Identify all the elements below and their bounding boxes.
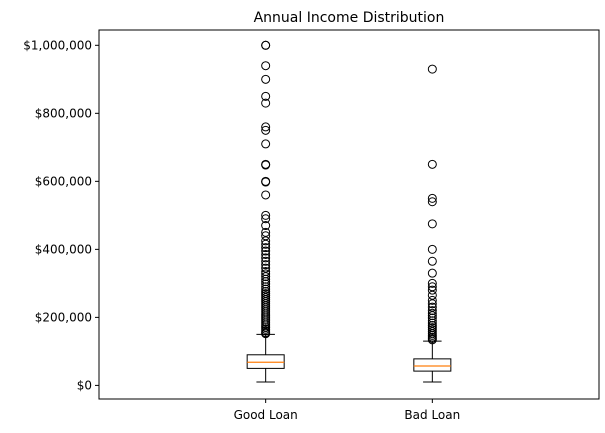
outlier-point	[427, 256, 437, 266]
y-tick-label: $400,000	[35, 242, 92, 256]
outlier-point	[427, 64, 437, 74]
axes-frame	[98, 29, 600, 400]
outlier-point	[427, 193, 437, 203]
outlier-point	[261, 253, 271, 263]
outlier-point	[261, 236, 271, 246]
outlier-point	[261, 61, 271, 71]
outlier-point	[427, 306, 437, 316]
outlier-point	[261, 272, 271, 282]
outlier-point	[427, 308, 437, 318]
outlier-point	[261, 214, 271, 224]
box-series-good-loan	[246, 40, 285, 383]
outlier-point	[261, 227, 271, 237]
outlier-point	[261, 246, 271, 256]
outlier-point	[261, 98, 271, 108]
outlier-point	[427, 313, 437, 323]
outlier-point	[261, 279, 271, 289]
outlier-point	[261, 243, 271, 253]
outlier-point	[427, 318, 437, 328]
iqr-box	[413, 358, 452, 372]
outlier-point	[427, 316, 437, 326]
outlier-point	[427, 219, 437, 229]
iqr-box	[246, 354, 285, 369]
outlier-point	[427, 282, 437, 292]
outlier-point	[261, 122, 271, 132]
outlier-point	[261, 256, 271, 266]
outlier-point	[261, 91, 271, 101]
outlier-point	[261, 177, 271, 187]
outlier-point	[261, 231, 271, 241]
x-tick-label: Bad Loan	[404, 408, 460, 422]
box-series-bad-loan	[413, 64, 452, 383]
outlier-point	[427, 295, 437, 305]
outlier-point	[427, 197, 437, 207]
outlier-point	[261, 263, 271, 273]
x-tick-label: Good Loan	[234, 408, 298, 422]
outlier-point	[427, 159, 437, 169]
outlier-point	[427, 299, 437, 309]
outlier-point	[427, 278, 437, 288]
outlier-point	[261, 329, 271, 339]
outlier-point	[261, 190, 271, 200]
outlier-point	[427, 311, 437, 321]
outlier-point	[261, 249, 271, 259]
y-axis: $0 $200,000 $400,000 $600,000 $800,000 $1,000…	[23, 38, 99, 392]
outlier-point	[261, 74, 271, 84]
outlier-point	[261, 239, 271, 249]
y-tick-label: $0	[77, 378, 92, 392]
y-tick-label: $200,000	[35, 310, 92, 324]
chart-title: Annual Income Distribution	[254, 10, 445, 26]
outlier-point	[261, 221, 271, 231]
outlier-point	[261, 282, 271, 292]
x-axis: Good Loan Bad Loan	[234, 399, 460, 422]
outlier-point	[427, 302, 437, 312]
y-tick-label: $1,000,000	[23, 38, 92, 52]
outlier-point	[261, 160, 271, 170]
outlier-point	[427, 244, 437, 254]
outlier-point	[261, 260, 271, 270]
outlier-point	[261, 125, 271, 135]
outlier-point	[427, 285, 437, 295]
plot-area	[246, 40, 452, 383]
outlier-point	[427, 335, 437, 345]
outlier-point	[261, 139, 271, 149]
outlier-point	[261, 40, 271, 50]
outlier-point	[427, 268, 437, 278]
y-tick-label: $800,000	[35, 106, 92, 120]
outlier-point	[261, 277, 271, 287]
outlier-point	[261, 274, 271, 284]
outlier-point	[261, 210, 271, 220]
outlier-point	[427, 290, 437, 300]
outlier-point	[261, 284, 271, 294]
y-tick-label: $600,000	[35, 174, 92, 188]
